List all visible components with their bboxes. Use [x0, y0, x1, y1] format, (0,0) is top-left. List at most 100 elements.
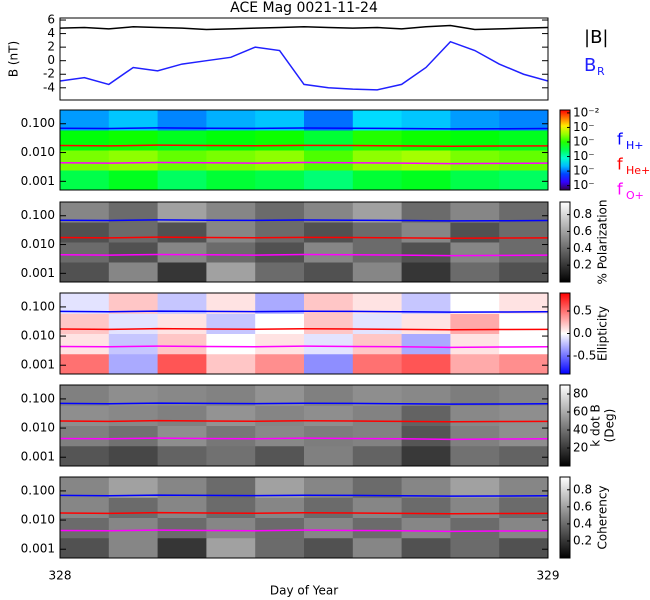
spectrogram-cell: [206, 497, 256, 518]
spectrogram-cell: [401, 202, 451, 223]
colorbar-tick-label: 10⁻: [573, 178, 595, 192]
spectrogram-cell: [60, 477, 110, 498]
plot-area: [60, 110, 548, 190]
spectrogram-cell: [255, 497, 305, 518]
series-line: [60, 24, 548, 31]
plot-frame: [59, 201, 549, 283]
series-line: [60, 511, 548, 515]
spectrogram-cell: [499, 477, 548, 498]
spectrogram-cell: [157, 445, 207, 466]
spectrogram-cell: [304, 537, 354, 558]
spectrogram-cell: [401, 477, 451, 498]
spectrogram-cell: [499, 150, 548, 171]
spectrogram-cell: [255, 425, 305, 447]
spectrogram-cell: [60, 242, 110, 263]
colorbar-tick-label: 0.2: [573, 258, 592, 272]
spectrogram-cell: [352, 333, 403, 355]
y-tick-label: 0.001: [21, 174, 55, 188]
spectrogram-cell: [450, 293, 500, 314]
y-tick-label: 0.001: [21, 358, 55, 372]
spectrogram-cell: [499, 425, 548, 447]
spectrogram-cell: [401, 313, 451, 334]
series-line: [60, 310, 548, 313]
spectrogram-cell: [255, 537, 305, 558]
colorbar-label: k dot B: [589, 404, 603, 446]
spectrogram-cell: [304, 170, 354, 190]
legend-label: f: [617, 180, 623, 199]
plot-frame: [59, 109, 549, 191]
x-tick-label: 329: [537, 569, 560, 583]
spectrogram-cell: [60, 517, 110, 539]
plot-frame: [59, 476, 549, 559]
spectrogram-cell: [401, 497, 451, 518]
spectrogram-cell: [206, 170, 256, 190]
spectrogram-cell: [450, 110, 500, 131]
spectrogram-cell: [352, 150, 403, 171]
spectrogram-cell: [304, 477, 354, 498]
spectrogram-cell: [450, 385, 500, 406]
spectrogram-cell: [206, 242, 256, 263]
spectrogram-cell: [401, 537, 451, 558]
spectrogram-cell: [60, 445, 110, 466]
spectrogram-cell: [60, 425, 110, 447]
x-axis-label: Day of Year: [270, 584, 338, 598]
y-tick-label: 0.100: [21, 483, 55, 497]
spectrogram-cell: [60, 222, 110, 243]
spectrogram-cell: [499, 262, 548, 282]
colorbar-tick-label: 20: [573, 441, 588, 455]
series-line: [60, 345, 548, 349]
series-line: [60, 327, 548, 331]
spectrogram-cell: [450, 425, 500, 447]
spectrogram-cell: [157, 405, 207, 426]
colorbar-tick-label: 10⁻: [573, 135, 595, 149]
colorbar-tick-label: 0.6: [573, 224, 592, 238]
legend-label: f: [617, 130, 623, 149]
series-line: [60, 144, 548, 148]
spectrogram-cell: [352, 293, 403, 314]
spectrogram-cell: [60, 150, 110, 171]
y-axis-label: B (nT): [7, 41, 21, 77]
series-line: [60, 529, 548, 533]
spectrogram-cell: [499, 405, 548, 426]
spectrogram-cell: [206, 222, 256, 243]
spectrogram-cell: [304, 293, 354, 314]
colorbar-tick-label: 10⁻: [573, 120, 595, 134]
plot-frame: [59, 292, 549, 375]
spectrogram-cell: [450, 150, 500, 171]
spectrogram-cell: [499, 385, 548, 406]
spectrogram-cell: [206, 537, 256, 558]
y-tick-label: -4: [43, 80, 55, 94]
spectrogram-cell: [108, 445, 159, 466]
y-tick-label: 0.001: [21, 450, 55, 464]
colorbar-label: Coherency: [596, 485, 610, 549]
legend-label: |B|: [584, 27, 608, 48]
spectrogram-cell: [206, 405, 256, 426]
spectrogram-cell: [499, 353, 548, 374]
spectrogram-cell: [157, 425, 207, 447]
spectrogram-cell: [401, 425, 451, 447]
spectrogram-cell: [304, 150, 354, 171]
spectrogram-cell: [255, 313, 305, 334]
spectrogram-cell: [157, 130, 207, 151]
spectrogram-cell: [108, 202, 159, 223]
colorbar-label: Ellipticity: [596, 306, 610, 361]
spectrogram-cell: [401, 242, 451, 263]
spectrogram-cell: [304, 497, 354, 518]
spectrogram-cell: [60, 313, 110, 334]
y-tick-label: 0.001: [21, 266, 55, 280]
spectrogram-cell: [352, 517, 403, 539]
spectrogram-cell: [255, 333, 305, 355]
spectrogram-cell: [60, 333, 110, 355]
spectrogram-cell: [108, 150, 159, 171]
spectrogram-cell: [352, 353, 403, 374]
spectrogram-cell: [450, 537, 500, 558]
spectrogram-cell: [499, 333, 548, 355]
spectrogram-cell: [157, 333, 207, 355]
spectrogram-cell: [401, 333, 451, 355]
series-line: [60, 127, 548, 130]
series-line: [60, 236, 548, 240]
spectrogram-cell: [255, 353, 305, 374]
spectrogram-cell: [352, 170, 403, 190]
colorbar-tick-label: 10⁻: [573, 164, 595, 178]
y-tick-label: 0.010: [21, 513, 55, 527]
